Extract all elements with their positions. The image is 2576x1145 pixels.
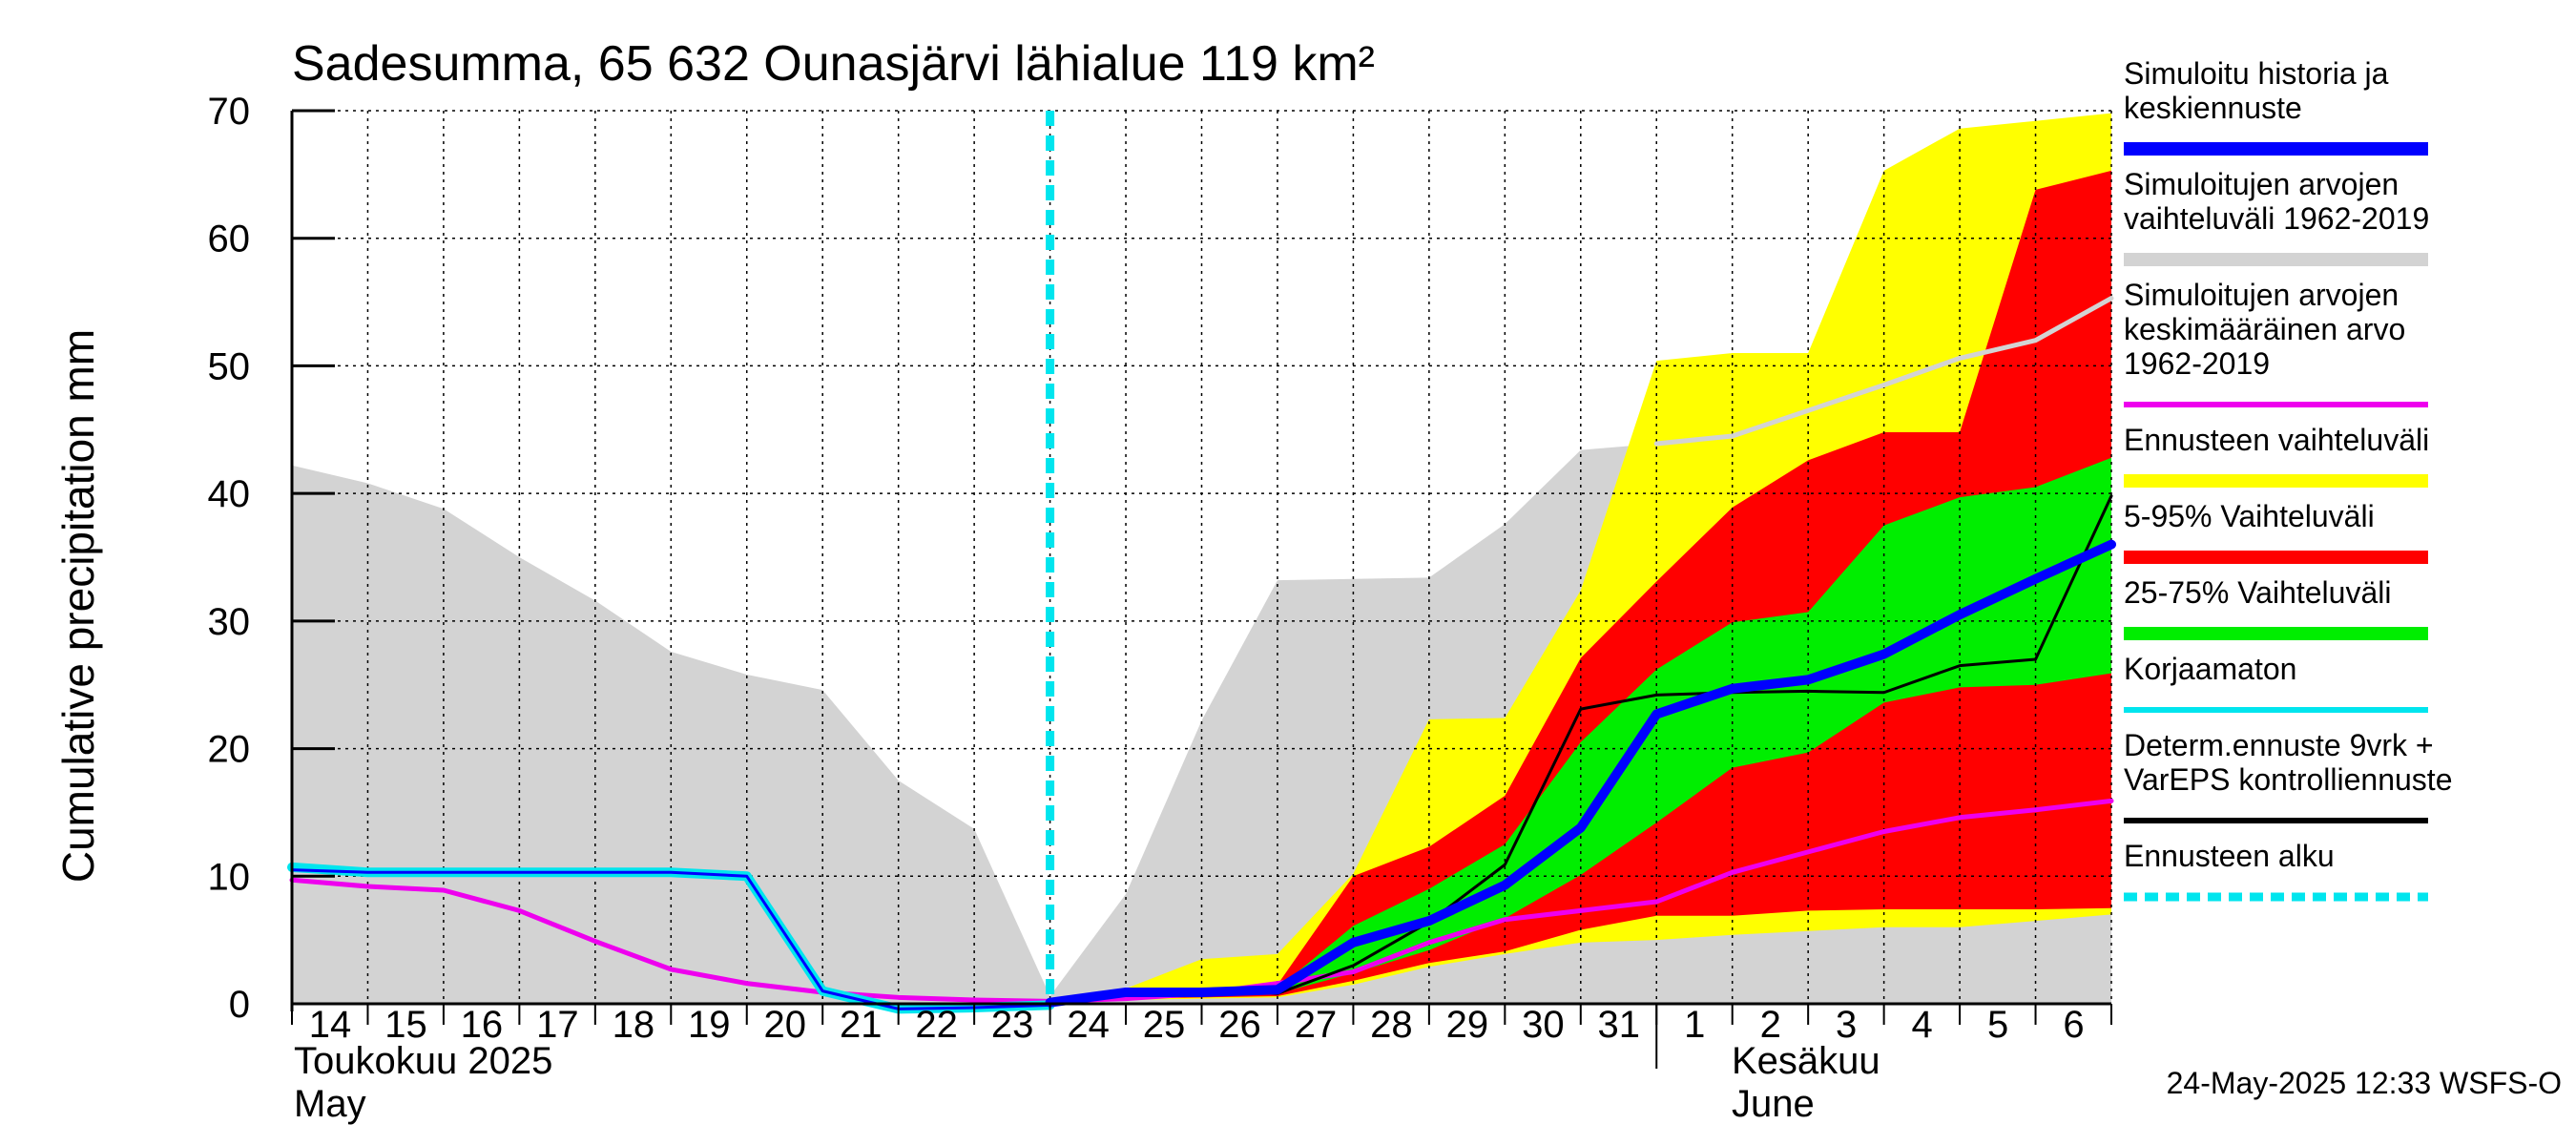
legend-label: Simuloitujen arvojen	[2124, 278, 2399, 312]
legend-label: Ennusteen alku	[2124, 839, 2335, 873]
x-tick-label: 18	[613, 1004, 655, 1046]
legend-label: keskiennuste	[2124, 91, 2302, 125]
y-axis-label: Cumulative precipitation mm	[53, 329, 103, 883]
legend-label: Ennusteen vaihteluväli	[2124, 423, 2429, 457]
band-2	[1049, 170, 2111, 1005]
y-tick-label: 10	[208, 856, 251, 898]
legend-label: VarEPS kontrolliennuste	[2124, 762, 2452, 797]
legend-label: 5-95% Vaihteluväli	[2124, 499, 2375, 533]
x-tick-label: 24	[1067, 1004, 1110, 1046]
month-label-en: May	[294, 1083, 366, 1125]
x-tick-label: 30	[1522, 1004, 1565, 1046]
series-line-5	[1045, 539, 2116, 1008]
x-tick-label: 6	[2063, 1004, 2084, 1046]
x-tick-label: 27	[1295, 1004, 1338, 1046]
x-tick-label: 20	[764, 1004, 807, 1046]
series-line-0	[1653, 296, 2114, 447]
y-tick-label: 0	[229, 984, 250, 1026]
y-tick-label: 60	[208, 219, 251, 260]
y-tick-label: 20	[208, 729, 251, 771]
month-label-en: June	[1732, 1083, 1815, 1125]
x-tick-label: 25	[1143, 1004, 1186, 1046]
band-3	[1049, 457, 2111, 1004]
timestamp-footer: 24-May-2025 12:33 WSFS-O	[2167, 1066, 2562, 1100]
x-tick-label: 2	[1760, 1004, 1781, 1046]
x-tick-label: 31	[1598, 1004, 1641, 1046]
x-tick-label: 28	[1370, 1004, 1413, 1046]
x-tick-label: 29	[1446, 1004, 1489, 1046]
x-tick-label: 5	[1987, 1004, 2008, 1046]
y-tick-label: 40	[208, 473, 251, 515]
y-tick-label: 50	[208, 345, 251, 387]
x-tick-label: 19	[688, 1004, 731, 1046]
y-tick-label: 70	[208, 91, 251, 133]
x-tick-label: 1	[1684, 1004, 1705, 1046]
x-tick-label: 23	[991, 1004, 1034, 1046]
legend-label: vaihteluväli 1962-2019	[2124, 201, 2429, 236]
month-label-fi: Kesäkuu	[1732, 1040, 1880, 1082]
series-lines	[287, 111, 2116, 1014]
y-tick-label: 30	[208, 601, 251, 643]
x-tick-label: 21	[840, 1004, 883, 1046]
x-tick-label: 15	[384, 1004, 427, 1046]
x-tick-label: 14	[309, 1004, 352, 1046]
x-tick-label: 17	[536, 1004, 579, 1046]
chart-title: Sadesumma, 65 632 Ounasjärvi lähialue 11…	[292, 36, 1375, 92]
legend-label: 25-75% Vaihteluväli	[2124, 575, 2391, 610]
x-tick-label: 3	[1836, 1004, 1857, 1046]
grid-lines	[292, 110, 2112, 1004]
legend-label: 1962-2019	[2124, 346, 2270, 381]
x-tick-label: 16	[461, 1004, 504, 1046]
x-tick-label: 22	[915, 1004, 958, 1046]
series-line-3	[290, 868, 1052, 1010]
legend-label: Korjaamaton	[2124, 652, 2296, 686]
legend-label: keskimääräinen arvo	[2124, 312, 2405, 346]
legend-label: Determ.ennuste 9vrk +	[2124, 728, 2434, 762]
x-tick-label: 26	[1218, 1004, 1261, 1046]
range-bands	[292, 113, 2111, 1005]
legend-label: Simuloitu historia ja	[2124, 56, 2389, 91]
month-label-fi: Toukokuu 2025	[294, 1040, 552, 1082]
x-tick-label: 4	[1912, 1004, 1933, 1046]
legend-label: Simuloitujen arvojen	[2124, 167, 2399, 201]
